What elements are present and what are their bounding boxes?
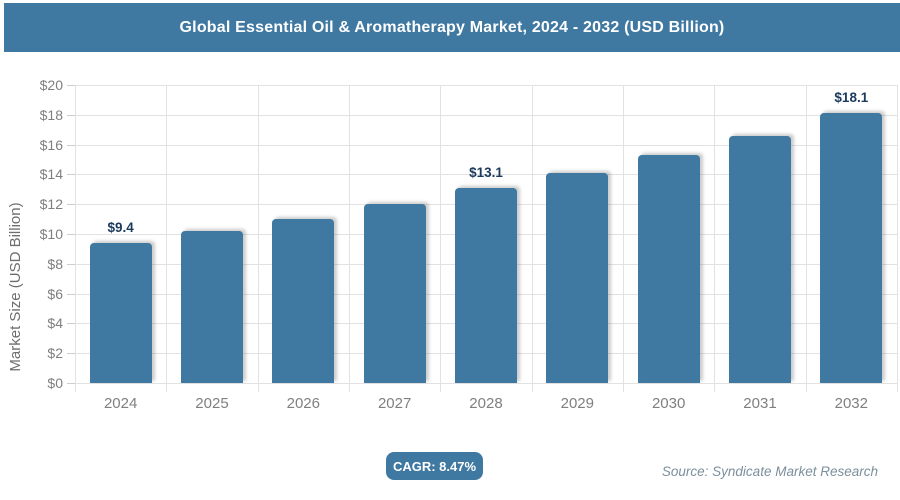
bar-value-label: $13.1 bbox=[469, 164, 503, 180]
y-tick-label: $8 bbox=[47, 255, 63, 272]
x-tick-label: 2026 bbox=[286, 395, 320, 412]
h-gridline bbox=[75, 383, 897, 384]
y-tick-mark bbox=[67, 234, 75, 235]
cagr-badge: CAGR: 8.47% bbox=[386, 452, 483, 480]
v-gridline bbox=[897, 85, 898, 392]
bar-2025 bbox=[181, 231, 243, 383]
bar-2027 bbox=[363, 204, 426, 383]
bar-value-label: $18.1 bbox=[834, 90, 869, 106]
x-tick-label: 2031 bbox=[743, 395, 777, 412]
y-tick-label: $20 bbox=[39, 77, 63, 93]
x-tick-label: 2027 bbox=[377, 395, 412, 412]
y-tick-label: $14 bbox=[39, 166, 63, 183]
h-gridline bbox=[75, 174, 897, 176]
h-gridline bbox=[75, 85, 897, 86]
bar-2024 bbox=[89, 242, 152, 383]
y-tick-mark bbox=[67, 263, 75, 265]
y-tick-label: $16 bbox=[39, 136, 63, 153]
v-gridline bbox=[75, 85, 76, 392]
bar-2031 bbox=[729, 135, 791, 383]
y-tick-mark bbox=[67, 204, 75, 206]
bar-chart: Market Size (USD Billion) $0 $2 $4 $6 $8 $10 $… bbox=[0, 55, 900, 440]
y-tick-mark bbox=[67, 293, 75, 295]
y-tick-label: $12 bbox=[39, 196, 63, 213]
bar-2029 bbox=[546, 172, 609, 383]
y-tick-mark bbox=[67, 174, 75, 176]
v-gridline bbox=[714, 85, 716, 392]
v-gridline bbox=[531, 85, 533, 392]
v-gridline bbox=[440, 85, 442, 392]
chart-title: Global Essential Oil & Aromatherapy Mark… bbox=[179, 18, 725, 36]
bar-2026 bbox=[272, 219, 335, 383]
v-gridline bbox=[257, 85, 259, 392]
x-tick-label: 2028 bbox=[469, 395, 503, 412]
bar-2032 bbox=[820, 113, 883, 383]
x-tick-label: 2024 bbox=[103, 395, 138, 412]
y-tick-label: $0 bbox=[47, 375, 63, 391]
y-tick-mark bbox=[67, 383, 75, 384]
v-gridline bbox=[349, 85, 350, 392]
y-tick-mark bbox=[67, 114, 75, 116]
y-tick-mark bbox=[67, 323, 75, 325]
v-gridline bbox=[166, 85, 168, 392]
source-attribution: Source: Syndicate Market Research bbox=[661, 464, 878, 479]
y-tick-mark bbox=[67, 85, 75, 86]
y-tick-mark bbox=[67, 144, 75, 146]
h-gridline bbox=[75, 114, 897, 116]
x-tick-label: 2029 bbox=[560, 395, 594, 412]
y-tick-label: $2 bbox=[47, 345, 63, 362]
y-tick-label: $18 bbox=[39, 106, 63, 123]
x-tick-label: 2030 bbox=[651, 395, 686, 412]
v-gridline bbox=[623, 85, 624, 392]
bar-value-label: $9.4 bbox=[107, 219, 134, 235]
x-tick-label: 2032 bbox=[834, 395, 868, 412]
v-gridline bbox=[805, 85, 807, 392]
bar-2030 bbox=[637, 155, 700, 383]
y-tick-label: $10 bbox=[39, 226, 63, 242]
y-tick-label: $6 bbox=[47, 285, 63, 302]
x-tick-label: 2025 bbox=[195, 395, 229, 412]
y-tick-mark bbox=[67, 353, 75, 355]
h-gridline bbox=[75, 144, 897, 146]
bar-2028 bbox=[455, 187, 517, 383]
chart-title-bar: Global Essential Oil & Aromatherapy Mark… bbox=[4, 3, 900, 52]
y-tick-label: $4 bbox=[47, 315, 63, 332]
